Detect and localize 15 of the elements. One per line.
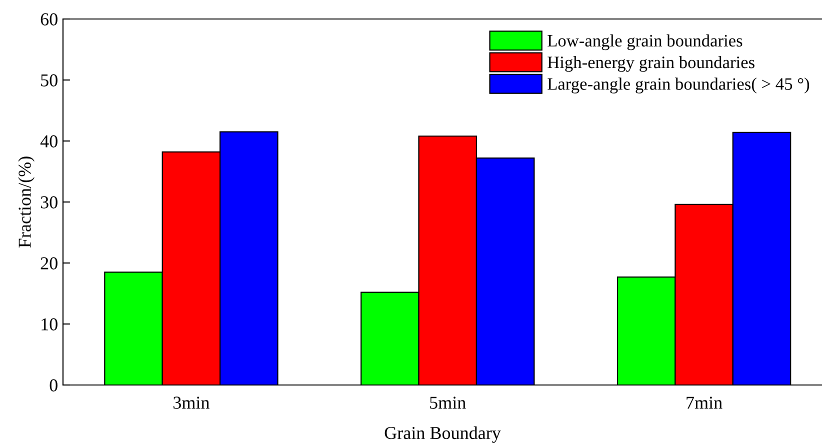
x-axis-title: Grain Boundary <box>384 426 501 443</box>
y-tick-label: 30 <box>40 196 58 208</box>
y-tick-label: 0 <box>50 379 58 392</box>
legend-label: High-energy grain boundaries <box>548 56 754 72</box>
y-tick-label: 50 <box>41 74 58 86</box>
legend-label: Large-angle grain boundaries( > 45 °) <box>548 78 810 94</box>
y-axis-title: Fraction/(%) <box>18 156 35 248</box>
y-tick-label: 40 <box>40 135 58 148</box>
y-tick-label: 20 <box>40 257 58 270</box>
x-tick-label: 3min <box>174 396 210 409</box>
legend-label: Low-angle grain boundaries <box>548 34 742 50</box>
x-tick-label: 5min <box>430 396 466 409</box>
x-tick-label: 7min <box>686 396 722 409</box>
y-tick-label: 10 <box>42 318 58 330</box>
y-tick-label: 60 <box>40 13 58 26</box>
